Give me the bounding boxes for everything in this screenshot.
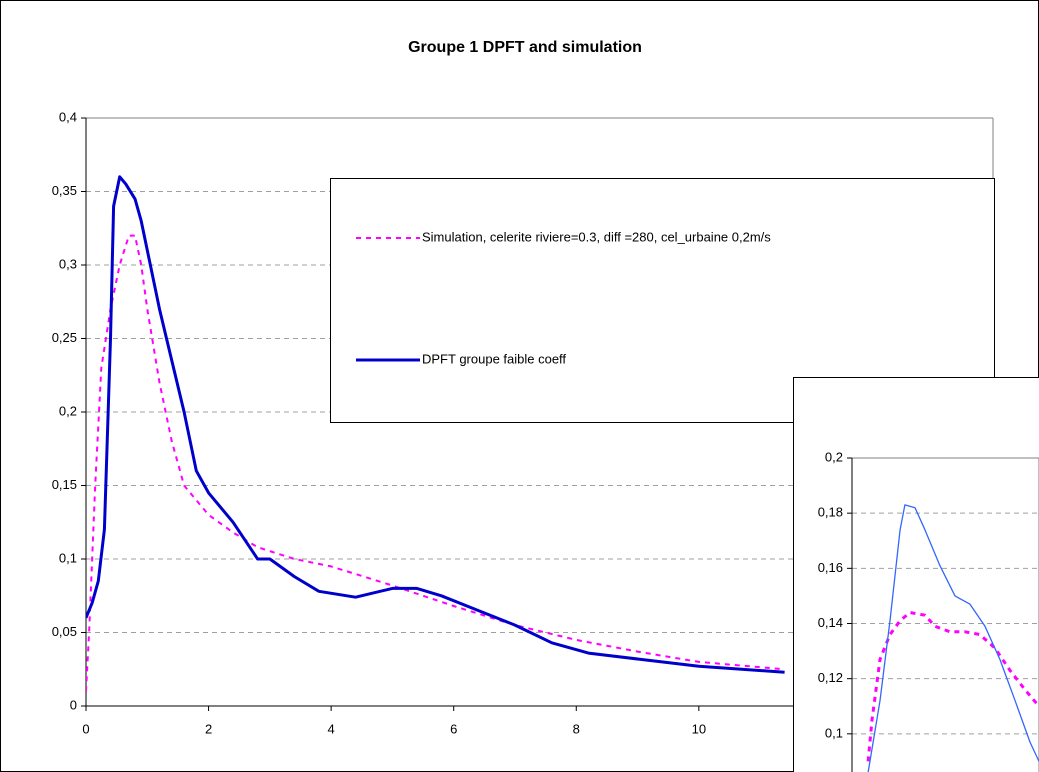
legend-label: DPFT groupe faible coeff <box>422 351 566 366</box>
series-line <box>867 504 1039 772</box>
x-tick-label: 2 <box>205 721 212 736</box>
x-tick-label: 0 <box>82 721 89 736</box>
chart-0: 0 0,05 0,1 0,15 0,2 0,25 0,3 0,35 0,4 0 2 4 6 8 10 Simu… <box>52 109 995 736</box>
y-tick-label: 0,18 <box>818 505 843 520</box>
y-tick-label: 0,3 <box>59 256 77 271</box>
y-tick-label: 0,2 <box>59 403 77 418</box>
x-tick-label: 10 <box>692 721 706 736</box>
series-line <box>866 611 1039 762</box>
legend-label: Simulation, celerite riviere=0.3, diff =… <box>422 229 771 244</box>
y-tick-label: 0,14 <box>818 615 843 630</box>
inset-frame <box>793 377 1039 772</box>
y-tick-label: 0,15 <box>52 477 77 492</box>
legend: Simulation, celerite riviere=0.3, diff =… <box>330 178 995 423</box>
y-tick-label: 0,2 <box>825 449 843 464</box>
chart-1: 0,1 0,12 0,14 0,16 0,18 0,2 <box>793 377 1039 772</box>
series-line <box>86 175 785 674</box>
y-tick-label: 0,16 <box>818 560 843 575</box>
y-tick-label: 0,05 <box>52 624 77 639</box>
y-tick-label: 0,12 <box>818 670 843 685</box>
y-tick-label: 0,4 <box>59 109 77 124</box>
y-tick-label: 0,35 <box>52 183 77 198</box>
x-tick-label: 8 <box>573 721 580 736</box>
x-tick-label: 4 <box>328 721 335 736</box>
y-tick-label: 0,1 <box>825 725 843 740</box>
chart-title: Groupe 1 DPFT and simulation <box>408 39 642 56</box>
y-tick-label: 0,25 <box>52 330 77 345</box>
x-tick-label: 6 <box>450 721 457 736</box>
y-tick-label: 0,1 <box>59 550 77 565</box>
y-tick-label: 0 <box>70 697 77 712</box>
